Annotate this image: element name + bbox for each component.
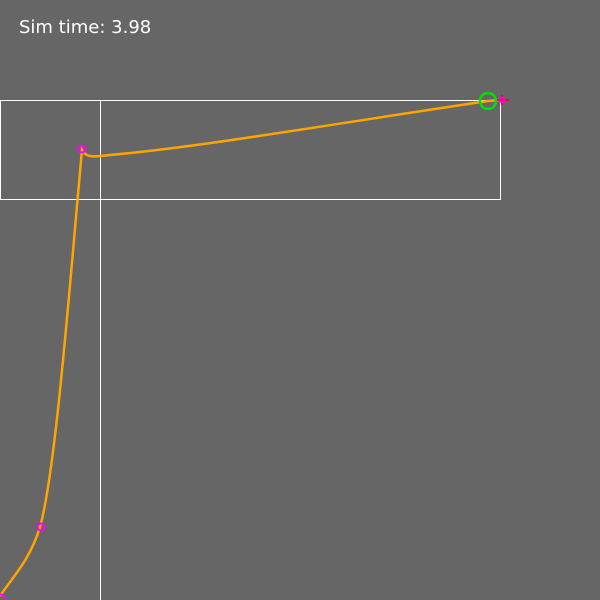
horizontal-corridor-boundary	[0, 100, 501, 200]
trajectory-path	[0, 98, 501, 597]
sim-time-label: Sim time:	[19, 17, 106, 38]
corridor-boundaries	[0, 100, 501, 600]
waypoint-marker	[36, 522, 46, 532]
waypoints	[0, 144, 87, 600]
sim-time-readout: Sim time: 3.98	[19, 17, 151, 39]
agent-icon	[478, 91, 498, 111]
waypoint-marker	[77, 144, 87, 154]
waypoint-marker	[0, 593, 6, 600]
sim-time-value: 3.98	[111, 17, 152, 38]
target-marker-icon	[495, 95, 509, 105]
